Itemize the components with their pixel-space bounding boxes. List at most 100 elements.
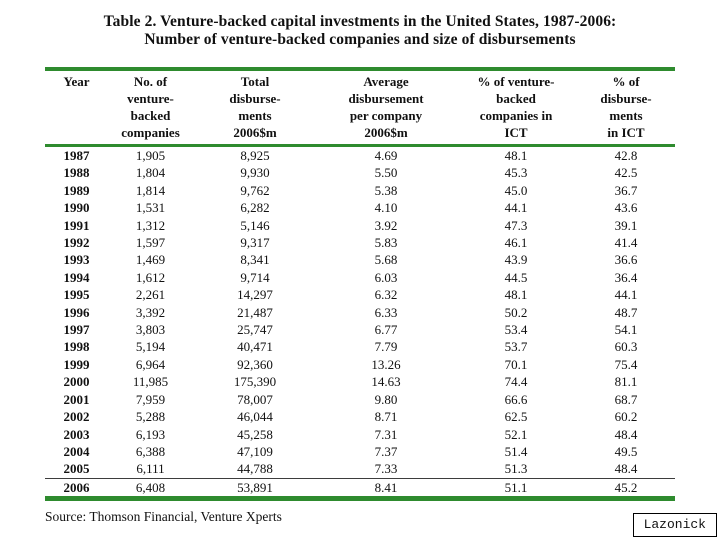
- column-header-line: No. of: [133, 74, 168, 89]
- value-cell: 51.4: [504, 443, 528, 459]
- value-cell: 43.9: [504, 252, 528, 268]
- column-header: % of venture-backed companies in ICT: [455, 69, 577, 146]
- column-header: No. of venture-backed companies: [108, 69, 193, 146]
- value-cell: 1,531: [135, 200, 166, 216]
- value-cell: 51.1: [504, 479, 528, 495]
- table-row: 1994 1,612 9,714 6.03 44.5 36.4: [45, 269, 675, 286]
- table-row: 2004 6,388 47,109 7.37 51.4 49.5: [45, 443, 675, 460]
- value-cell: 21,487: [237, 304, 273, 320]
- value-cell: 45.2: [614, 479, 638, 495]
- year-cell: 2004: [63, 443, 90, 459]
- value-cell: 6,111: [136, 461, 165, 477]
- value-cell: 44.1: [504, 200, 528, 216]
- column-header-line: in ICT: [607, 125, 645, 140]
- value-cell: 6.32: [374, 287, 398, 303]
- column-header-line: ments: [238, 108, 272, 123]
- value-cell: 9,930: [240, 165, 270, 181]
- column-header: Year: [45, 69, 108, 146]
- table-title-line2: Number of venture-backed companies and s…: [144, 31, 576, 48]
- year-cell: 1992: [63, 235, 90, 251]
- value-cell: 9,762: [240, 182, 270, 198]
- column-header-line: ICT: [504, 125, 528, 140]
- year-cell: 1993: [63, 252, 90, 268]
- year-cell: 1998: [63, 339, 90, 355]
- venture-capital-table: Year No. of venture-backed companies Total di…: [45, 67, 675, 501]
- column-header-line: disburse-: [229, 91, 281, 106]
- table-row: 1997 3,803 25,747 6.77 53.4 54.1: [45, 321, 675, 338]
- year-cell: 1987: [63, 148, 90, 163]
- value-cell: 6.77: [374, 322, 398, 338]
- value-cell: 46,044: [237, 409, 273, 425]
- value-cell: 1,312: [135, 217, 166, 233]
- value-cell: 1,597: [135, 235, 166, 251]
- value-cell: 6.33: [374, 304, 398, 320]
- table-row: 2003 6,193 45,258 7.31 52.1 48.4: [45, 426, 675, 443]
- value-cell: 5,194: [135, 339, 166, 355]
- year-cell: 1999: [63, 356, 90, 372]
- value-cell: 42.5: [614, 165, 638, 181]
- value-cell: 7.37: [374, 443, 398, 459]
- value-cell: 53.7: [504, 339, 528, 355]
- value-cell: 3.92: [374, 217, 398, 233]
- value-cell: 7,959: [135, 391, 166, 407]
- value-cell: 9,714: [240, 269, 270, 285]
- value-cell: 36.6: [614, 252, 638, 268]
- value-cell: 1,804: [135, 165, 166, 181]
- value-cell: 60.2: [614, 409, 638, 425]
- value-cell: 78,007: [237, 391, 273, 407]
- year-cell: 2000: [63, 374, 90, 390]
- value-cell: 52.1: [504, 426, 528, 442]
- value-cell: 51.3: [504, 461, 528, 477]
- year-cell: 1991: [63, 217, 90, 233]
- value-cell: 44,788: [237, 461, 273, 477]
- column-header-line: % of venture-: [477, 74, 555, 89]
- column-header-line: 2006$m: [364, 125, 408, 140]
- value-cell: 11,985: [132, 374, 169, 390]
- column-header-line: companies in: [479, 108, 553, 123]
- column-header: Total disburse-ments 2006$m: [193, 69, 317, 146]
- value-cell: 5.83: [374, 235, 398, 251]
- table-row: 1993 1,469 8,341 5.68 43.9 36.6: [45, 251, 675, 268]
- table-row: 2001 7,959 78,007 9.80 66.6 68.7: [45, 391, 675, 408]
- column-header-line: Total: [240, 74, 270, 89]
- table-row: 1991 1,312 5,146 3.92 47.3 39.1: [45, 217, 675, 234]
- column-header-line: venture-: [127, 91, 174, 106]
- value-cell: 6,388: [135, 443, 166, 459]
- value-cell: 9,317: [240, 235, 270, 251]
- table-row: 2002 5,288 46,044 8.71 62.5 60.2: [45, 408, 675, 425]
- value-cell: 39.1: [614, 217, 638, 233]
- value-cell: 47,109: [237, 443, 273, 459]
- value-cell: 2,261: [135, 287, 166, 303]
- value-cell: 8,925: [240, 148, 270, 163]
- value-cell: 14.63: [371, 374, 401, 390]
- value-cell: 7.79: [374, 339, 398, 355]
- value-cell: 44.5: [504, 269, 528, 285]
- value-cell: 45.3: [504, 165, 528, 181]
- table-row: 1989 1,814 9,762 5.38 45.0 36.7: [45, 182, 675, 199]
- value-cell: 43.6: [614, 200, 638, 216]
- year-cell: 1995: [63, 287, 90, 303]
- table-row: 1992 1,597 9,317 5.83 46.1 41.4: [45, 234, 675, 251]
- column-header: Average disbursement per company 2006$m: [317, 69, 455, 146]
- credit-box: Lazonick: [632, 513, 717, 537]
- value-cell: 5,288: [135, 409, 166, 425]
- value-cell: 92,360: [237, 356, 273, 372]
- value-cell: 48.1: [504, 148, 528, 163]
- value-cell: 5.68: [374, 252, 398, 268]
- value-cell: 8,341: [240, 252, 270, 268]
- source-note: Source: Thomson Financial, Venture Xpert…: [45, 509, 282, 525]
- value-cell: 7.33: [374, 461, 398, 477]
- table-row: 1988 1,804 9,930 5.50 45.3 42.5: [45, 164, 675, 181]
- value-cell: 175,390: [233, 374, 277, 390]
- table-row: 1996 3,392 21,487 6.33 50.2 48.7: [45, 304, 675, 321]
- value-cell: 45.0: [504, 182, 528, 198]
- year-cell: 1988: [63, 165, 90, 181]
- value-cell: 6,408: [135, 479, 166, 495]
- column-header-line: Year: [63, 74, 90, 89]
- value-cell: 48.1: [504, 287, 528, 303]
- value-cell: 46.1: [504, 235, 528, 251]
- year-cell: 2003: [63, 426, 90, 442]
- value-cell: 1,469: [135, 252, 166, 268]
- value-cell: 8.71: [374, 409, 398, 425]
- year-cell: 1994: [63, 269, 90, 285]
